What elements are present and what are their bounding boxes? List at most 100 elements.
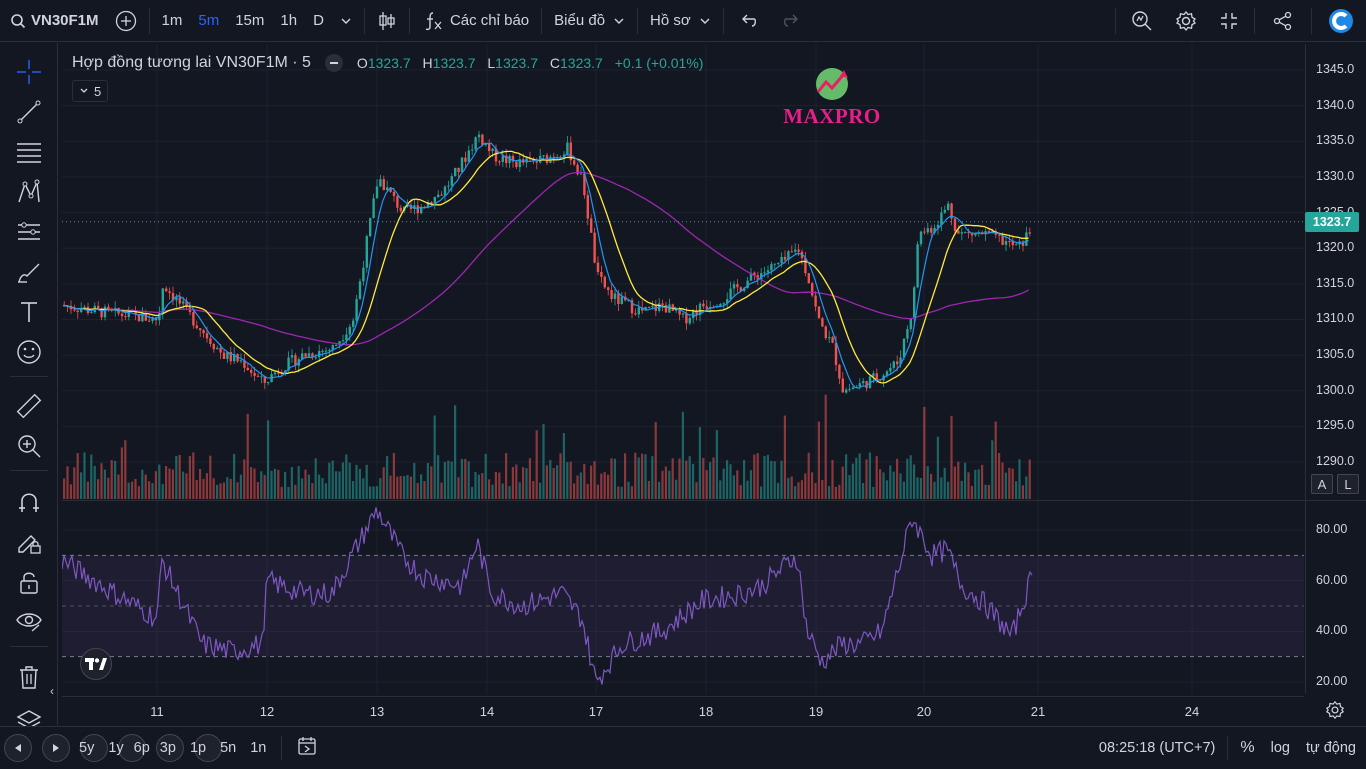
volume-bar bbox=[464, 458, 467, 499]
timeframe-1h[interactable]: 1h bbox=[280, 12, 298, 29]
share-button[interactable] bbox=[1259, 0, 1307, 42]
pane-divider[interactable] bbox=[62, 500, 1366, 501]
maxpro-logo: MAXPRO bbox=[778, 66, 886, 132]
candles-icon bbox=[379, 11, 395, 30]
timeframe-15m[interactable]: 15m bbox=[235, 12, 265, 29]
timeframe-5m[interactable]: 5m bbox=[198, 12, 220, 29]
fib-tool[interactable] bbox=[13, 136, 45, 168]
redo-button[interactable] bbox=[770, 0, 812, 42]
collapse-toolbar-arrow[interactable]: ‹ bbox=[50, 684, 54, 698]
volume-bar bbox=[80, 472, 83, 499]
replay-step-3-button[interactable] bbox=[156, 734, 184, 762]
brand-logo-button[interactable] bbox=[1316, 0, 1366, 42]
volume-bar bbox=[906, 458, 909, 499]
range-3p[interactable]: 3p bbox=[159, 740, 176, 756]
price-axis[interactable]: 1345.01340.01335.01330.01325.01320.01315… bbox=[1305, 44, 1366, 694]
tradingview-logo[interactable] bbox=[80, 648, 112, 680]
percent-scale-button[interactable]: % bbox=[1240, 738, 1255, 756]
divider bbox=[541, 7, 543, 34]
volume-bar bbox=[817, 421, 820, 499]
range-5y[interactable]: 5y bbox=[79, 740, 95, 756]
text-tool[interactable] bbox=[13, 296, 45, 328]
auto-scale-toggle[interactable]: tự động bbox=[1305, 739, 1356, 756]
brush-tool[interactable] bbox=[13, 256, 45, 288]
volume-bar bbox=[647, 481, 650, 499]
charts-label: Biểu đồ bbox=[554, 12, 606, 29]
timeframe-dropdown[interactable] bbox=[332, 0, 360, 42]
volume-bar bbox=[637, 457, 640, 499]
candle-body bbox=[834, 342, 838, 365]
timeframe-1m[interactable]: 1m bbox=[161, 12, 183, 29]
replay-step-button[interactable] bbox=[80, 734, 108, 762]
forecast-tool[interactable] bbox=[13, 216, 45, 248]
crosshair-tool[interactable] bbox=[13, 56, 45, 88]
emoji-icon bbox=[17, 340, 41, 364]
replay-step-4-button[interactable] bbox=[194, 734, 222, 762]
volume-bar bbox=[498, 472, 501, 499]
volume-bar bbox=[430, 466, 433, 499]
pattern-tool[interactable] bbox=[13, 176, 45, 208]
ruler-tool[interactable] bbox=[13, 390, 45, 422]
range-6p[interactable]: 6p bbox=[133, 740, 150, 756]
volume-bar bbox=[284, 471, 287, 499]
legend-collapse-button[interactable] bbox=[324, 54, 343, 72]
replay-play-button[interactable] bbox=[42, 734, 70, 762]
timeframe-d[interactable]: D bbox=[313, 12, 324, 29]
visibility-tool[interactable] bbox=[13, 606, 45, 638]
volume-bar bbox=[739, 485, 742, 499]
lock-drawings-tool[interactable] bbox=[13, 526, 45, 558]
candle-body bbox=[685, 313, 688, 324]
divider bbox=[1254, 7, 1255, 34]
lock-tool[interactable] bbox=[13, 566, 45, 598]
zoom-in-tool[interactable] bbox=[13, 430, 45, 462]
scroll-back-button[interactable] bbox=[4, 734, 32, 762]
go-to-date-button[interactable] bbox=[290, 736, 326, 760]
compare-button[interactable] bbox=[107, 0, 145, 42]
range-1y[interactable]: 1y bbox=[108, 740, 124, 756]
volume-bar bbox=[239, 474, 242, 499]
log-scale-button[interactable]: L bbox=[1337, 474, 1359, 494]
divider bbox=[10, 470, 48, 471]
remove-drawings-tool[interactable] bbox=[13, 661, 45, 693]
trend-line-tool[interactable] bbox=[13, 96, 45, 128]
symbol-search[interactable]: VN30F1M bbox=[0, 0, 107, 42]
candle-body bbox=[250, 370, 253, 373]
volume-bar bbox=[338, 471, 341, 499]
range-5n[interactable]: 5n bbox=[220, 740, 237, 756]
range-1p[interactable]: 1p bbox=[189, 740, 207, 756]
auto-scale-button[interactable]: A bbox=[1311, 474, 1333, 494]
volume-bar bbox=[556, 465, 559, 499]
profile-button[interactable]: Hồ sơ bbox=[642, 0, 719, 42]
undo-icon bbox=[741, 14, 756, 27]
magnet-tool[interactable] bbox=[13, 486, 45, 518]
charts-layout-button[interactable]: Biểu đồ bbox=[546, 0, 633, 42]
chart-canvas[interactable] bbox=[62, 44, 1304, 694]
candle-body bbox=[440, 194, 443, 196]
time-axis[interactable]: 11 12 13 14 17 18 19 20 21 24 bbox=[62, 696, 1304, 724]
axis-settings-button[interactable] bbox=[1325, 700, 1345, 725]
indicators-collapsed-toggle[interactable]: 5 bbox=[72, 80, 109, 102]
indicators-button[interactable]: Các chỉ báo bbox=[414, 0, 537, 42]
quick-search-button[interactable] bbox=[1120, 0, 1164, 42]
undo-button[interactable] bbox=[728, 0, 770, 42]
log-scale-toggle[interactable]: log bbox=[1270, 739, 1290, 756]
candle-body bbox=[141, 313, 144, 322]
volume-bar bbox=[63, 478, 66, 499]
volume-bar bbox=[358, 468, 361, 499]
candle-body bbox=[576, 164, 579, 175]
indicators-label: Các chỉ báo bbox=[449, 12, 530, 29]
volume-bar bbox=[148, 481, 151, 499]
candle-body bbox=[165, 288, 168, 292]
settings-button[interactable] bbox=[1164, 0, 1208, 42]
replay-step-2-button[interactable] bbox=[118, 734, 146, 762]
range-1n[interactable]: 1n bbox=[250, 740, 267, 756]
candle-body bbox=[134, 311, 137, 314]
volume-bar bbox=[834, 486, 837, 499]
volume-bar bbox=[137, 486, 140, 499]
fullscreen-button[interactable] bbox=[1208, 0, 1250, 42]
emoji-tool[interactable] bbox=[13, 336, 45, 368]
candle-body bbox=[695, 310, 698, 315]
chart-type-button[interactable] bbox=[369, 0, 405, 42]
candle-body bbox=[335, 345, 338, 347]
clock[interactable]: 08:25:18 (UTC+7) bbox=[1098, 739, 1216, 756]
